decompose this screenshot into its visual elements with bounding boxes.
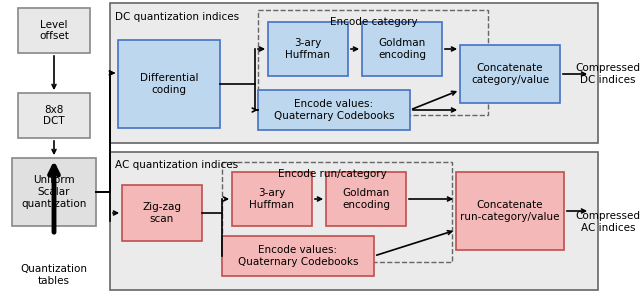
Text: Differential
coding: Differential coding: [140, 73, 198, 95]
Bar: [222, 236, 374, 276]
Text: Compressed
DC indices: Compressed DC indices: [575, 63, 640, 85]
Text: Goldman
encoding: Goldman encoding: [342, 188, 390, 210]
Bar: [110, 3, 598, 143]
Bar: [362, 22, 442, 76]
Bar: [222, 162, 452, 262]
Text: Encode run/category: Encode run/category: [278, 169, 387, 179]
Bar: [326, 172, 406, 226]
Text: Encode category: Encode category: [330, 17, 418, 27]
Text: Quantization
tables: Quantization tables: [20, 264, 88, 286]
Bar: [18, 8, 90, 53]
Bar: [258, 90, 410, 130]
Bar: [258, 10, 488, 115]
Bar: [110, 152, 598, 290]
Text: Uniform
Scalar
quantization: Uniform Scalar quantization: [21, 176, 86, 209]
Text: Encode values:
Quaternary Codebooks: Encode values: Quaternary Codebooks: [274, 99, 394, 121]
Text: Goldman
encoding: Goldman encoding: [378, 38, 426, 60]
Bar: [118, 40, 220, 128]
Text: AC quantization indices: AC quantization indices: [115, 160, 238, 170]
Text: 3-ary
Huffman: 3-ary Huffman: [250, 188, 294, 210]
Text: 8x8
DCT: 8x8 DCT: [43, 105, 65, 126]
Text: 3-ary
Huffman: 3-ary Huffman: [285, 38, 330, 60]
Text: Level
offset: Level offset: [39, 20, 69, 41]
Text: Zig-zag
scan: Zig-zag scan: [143, 202, 182, 224]
Bar: [232, 172, 312, 226]
Bar: [268, 22, 348, 76]
Bar: [460, 45, 560, 103]
Bar: [122, 185, 202, 241]
Bar: [18, 93, 90, 138]
Text: Compressed
AC indices: Compressed AC indices: [575, 211, 640, 233]
Text: DC quantization indices: DC quantization indices: [115, 12, 239, 22]
Text: Encode values:
Quaternary Codebooks: Encode values: Quaternary Codebooks: [237, 245, 358, 267]
Bar: [12, 158, 96, 226]
Bar: [456, 172, 564, 250]
Text: Concatenate
category/value: Concatenate category/value: [471, 63, 549, 85]
Text: Concatenate
run-category/value: Concatenate run-category/value: [460, 200, 560, 222]
